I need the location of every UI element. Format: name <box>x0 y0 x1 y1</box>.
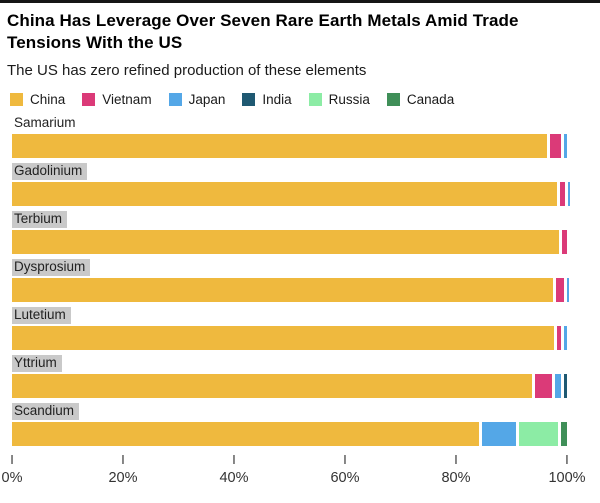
stacked-bar <box>12 133 567 158</box>
bar-segment-india <box>563 373 567 398</box>
bar-segment-japan <box>564 133 567 158</box>
chart-row: Gadolinium <box>12 162 570 206</box>
bar-segment-china <box>12 277 553 302</box>
legend: China Vietnam Japan India Russia Canada <box>0 79 600 107</box>
axis-tick: 80% <box>441 454 471 486</box>
row-label: Scandium <box>12 402 80 420</box>
x-axis: 0% 20% 40% 60% 80% 100% <box>2 454 586 497</box>
tick-label: 100% <box>548 469 586 486</box>
legend-swatch-icon <box>82 92 96 106</box>
tick-mark <box>233 454 235 464</box>
legend-item-canada: Canada <box>386 91 455 107</box>
axis-tick: 60% <box>330 454 360 486</box>
top-border <box>0 0 600 3</box>
chart-row: Yttrium <box>12 354 567 398</box>
row-label: Terbium <box>12 210 68 228</box>
legend-swatch-icon <box>168 92 182 106</box>
bar-segment-vietnam <box>562 229 567 254</box>
bar-segment-russia <box>519 421 559 446</box>
chart-header: China Has Leverage Over Seven Rare Earth… <box>0 3 600 79</box>
stacked-bar <box>12 181 570 206</box>
tick-mark <box>11 454 13 464</box>
chart-subtitle: The US has zero refined production of th… <box>7 61 367 79</box>
chart-row: Terbium <box>12 210 567 254</box>
axis-tick: 40% <box>219 454 249 486</box>
bar-segment-japan <box>564 325 567 350</box>
bar-segment-china <box>12 421 480 446</box>
bar-segment-vietnam <box>560 181 565 206</box>
chart-rows: Samarium Gadolinium Terbium Dysprosium Lutet… <box>12 115 570 446</box>
bar-segment-china <box>12 373 533 398</box>
legend-swatch-icon <box>308 92 322 106</box>
chart-title: China Has Leverage Over Seven Rare Earth… <box>7 11 519 52</box>
bar-segment-vietnam <box>557 325 562 350</box>
legend-label: Japan <box>188 91 226 107</box>
chart-row: Dysprosium <box>12 258 569 302</box>
legend-item-russia: Russia <box>308 91 370 107</box>
tick-label: 0% <box>1 469 23 486</box>
legend-label: Vietnam <box>102 91 152 107</box>
tick-mark <box>566 454 568 464</box>
row-label: Gadolinium <box>12 162 88 180</box>
row-label: Samarium <box>14 114 76 130</box>
tick-mark <box>455 454 457 464</box>
legend-swatch-icon <box>10 92 23 106</box>
bar-segment-china <box>12 181 557 206</box>
stacked-bar <box>12 277 569 302</box>
axis-tick: 0% <box>1 454 23 486</box>
legend-item-japan: Japan <box>168 91 226 107</box>
chart-row: Scandium <box>12 402 567 446</box>
legend-swatch-icon <box>386 92 400 106</box>
row-label: Dysprosium <box>12 258 91 276</box>
bar-segment-canada <box>561 421 567 446</box>
bar-segment-japan <box>555 373 561 398</box>
stacked-bar <box>12 325 567 350</box>
bar-segment-vietnam <box>550 133 562 158</box>
tick-label: 60% <box>330 469 360 486</box>
tick-label: 40% <box>219 469 249 486</box>
bar-segment-china <box>12 229 560 254</box>
bar-segment-japan <box>567 181 570 206</box>
chart-row: Samarium <box>12 115 567 158</box>
legend-label: China <box>30 91 66 107</box>
legend-label: Russia <box>328 91 370 107</box>
legend-swatch-icon <box>242 92 256 106</box>
chart-row: Lutetium <box>12 306 567 350</box>
tick-mark <box>344 454 346 464</box>
stacked-bar <box>12 421 567 446</box>
bar-segment-vietnam <box>555 277 564 302</box>
tick-label: 80% <box>441 469 471 486</box>
bar-segment-china <box>12 133 548 158</box>
bar-segment-china <box>12 325 555 350</box>
tick-mark <box>122 454 124 464</box>
bar-segment-vietnam <box>535 373 552 398</box>
stacked-bar <box>12 229 567 254</box>
tick-label: 20% <box>108 469 138 486</box>
axis-tick: 100% <box>548 454 586 486</box>
bar-segment-japan <box>482 421 517 446</box>
legend-label: India <box>262 91 292 107</box>
legend-label: Canada <box>406 91 455 107</box>
axis-tick: 20% <box>108 454 138 486</box>
legend-item-china: China <box>10 92 65 107</box>
row-label: Yttrium <box>12 354 62 372</box>
row-label: Lutetium <box>12 306 71 324</box>
stacked-bar <box>12 373 567 398</box>
legend-item-vietnam: Vietnam <box>82 91 152 107</box>
legend-item-india: India <box>242 91 292 107</box>
bar-segment-japan <box>566 277 569 302</box>
